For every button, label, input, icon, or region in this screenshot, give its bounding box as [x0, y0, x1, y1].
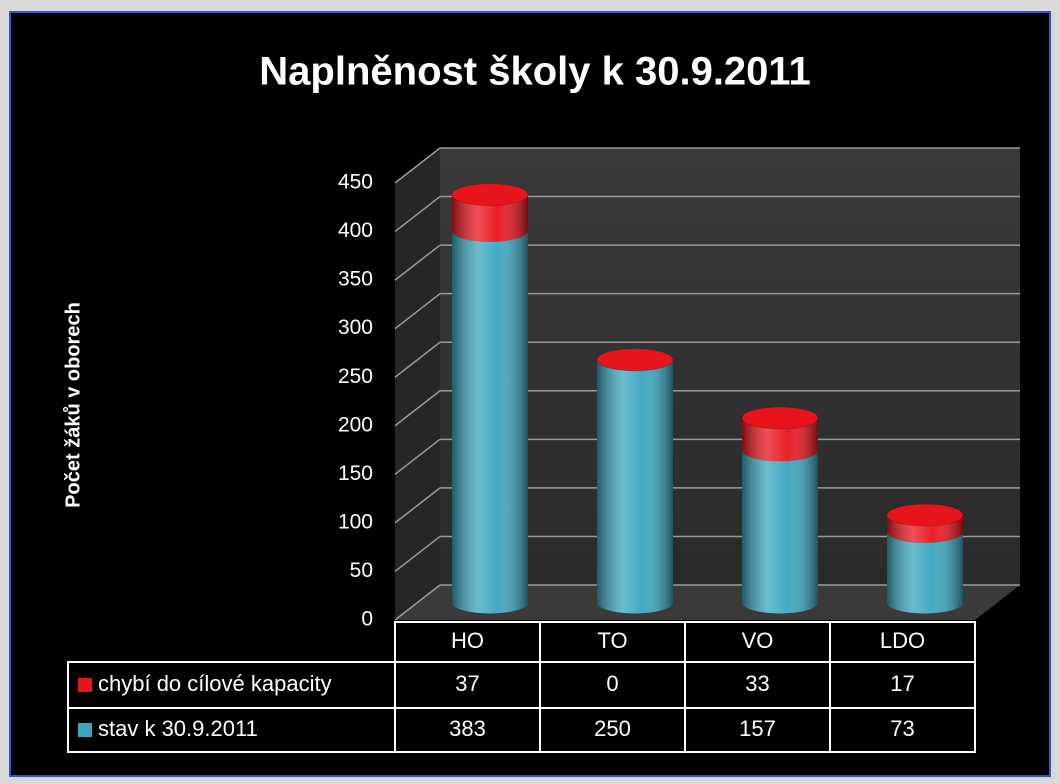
floor: [395, 585, 1020, 620]
legend-key: [78, 678, 92, 692]
data-table: HO TO VO LDO chybí do cílové kapacity 37 0 33 17…: [67, 621, 976, 753]
x-tick-label: LDO: [880, 628, 925, 653]
y-tick-label: 450: [338, 171, 373, 194]
grid-line: [394, 341, 441, 378]
table-value: 383: [449, 716, 486, 741]
table-value: 33: [745, 671, 769, 696]
bar-cap: [451, 183, 529, 207]
bar-shade: [887, 515, 963, 543]
grid-line: [394, 244, 441, 281]
grid-line: [394, 390, 441, 427]
side-wall: [395, 148, 440, 620]
y-tick-label: 200: [338, 413, 373, 436]
bar-cap: [886, 503, 964, 527]
y-tick-label: 0: [361, 608, 373, 631]
y-tick-label: 350: [338, 268, 373, 291]
back-wall: [440, 148, 1020, 585]
grid-line: [394, 535, 441, 573]
grid-line: [394, 195, 441, 233]
chart-title: Naplněnost školy k 30.9.2011: [259, 50, 810, 94]
y-tick-label: 300: [338, 316, 373, 339]
bar-cap: [596, 348, 674, 372]
grid-line: [394, 293, 441, 330]
y-tick-label: 100: [338, 510, 373, 533]
x-tick-label: HO: [451, 628, 484, 653]
bar-cap: [741, 406, 819, 430]
y-tick-label: 400: [338, 219, 373, 242]
grid-line: [394, 438, 441, 475]
legend-label: stav k 30.9.2011: [98, 716, 258, 741]
y-tick-label: 150: [338, 462, 373, 485]
x-tick-label: TO: [597, 628, 627, 653]
bar-shade: [887, 531, 963, 614]
table-value: 73: [890, 716, 914, 741]
y-axis-label: Počet žáků v oborech: [62, 302, 84, 508]
legend-key: [78, 723, 92, 737]
y-tick-label: 50: [350, 559, 373, 582]
bar-shade: [452, 194, 528, 242]
table-value: 250: [594, 716, 631, 741]
bar-shade: [742, 417, 818, 462]
grid-line: [394, 487, 441, 524]
grid-line: [394, 584, 441, 621]
legend-label: chybí do cílové kapacity: [98, 671, 332, 696]
bar-shade: [597, 359, 673, 614]
table-value: 37: [455, 671, 479, 696]
bar-shade: [742, 450, 818, 614]
grid-line: [394, 147, 441, 184]
table-value: 157: [739, 716, 776, 741]
y-tick-label: 250: [338, 365, 373, 388]
table-value: 17: [890, 671, 914, 696]
plot: 0 50 100 150 200 250 300 350 400 450: [338, 147, 1020, 631]
x-tick-label: VO: [742, 628, 774, 653]
bar-shade: [452, 230, 528, 614]
table-value: 0: [606, 671, 618, 696]
